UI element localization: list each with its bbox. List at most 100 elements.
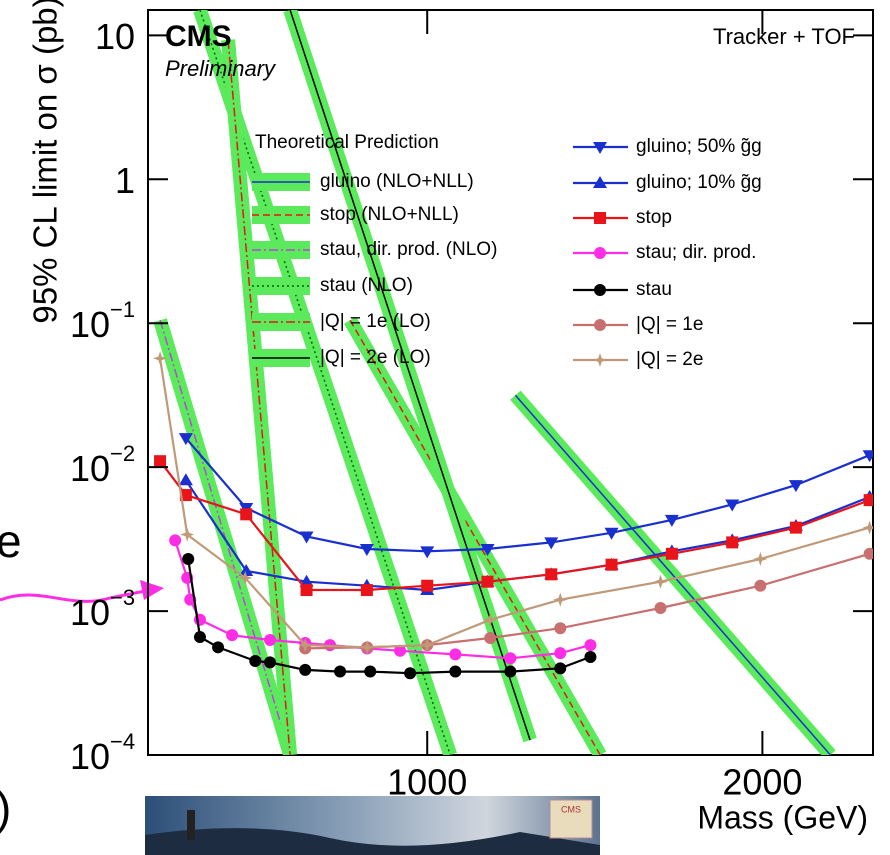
data-point xyxy=(360,640,375,655)
data-point xyxy=(604,527,619,540)
data-point xyxy=(178,473,193,486)
data-point xyxy=(154,455,167,468)
legend-label: stop (NLO+NLL) xyxy=(320,204,459,225)
legend-label: gluino; 50% g̃g xyxy=(636,136,762,157)
data-point xyxy=(554,647,567,660)
data-point xyxy=(554,662,567,675)
legend-label: |Q| = 1e xyxy=(636,314,703,335)
data-point xyxy=(753,552,768,566)
data-point xyxy=(554,622,567,635)
legend-marker xyxy=(594,319,606,331)
y-tick-exponent: −2 xyxy=(110,441,135,466)
legend-label: stau; dir. prod. xyxy=(636,242,756,263)
data-point xyxy=(605,558,618,571)
x-axis-title: Mass (GeV) xyxy=(697,799,868,835)
data-point xyxy=(653,574,668,589)
data-point xyxy=(504,665,517,678)
legend-label: stau, dir. prod. (NLO) xyxy=(320,239,497,260)
data-point xyxy=(449,648,462,661)
legend-marker xyxy=(593,353,607,367)
pointer-arrow xyxy=(0,588,151,603)
data-point xyxy=(654,602,667,615)
data-point xyxy=(179,489,192,502)
legend-title: Theoretical Prediction xyxy=(255,132,439,153)
tick-base: 10 xyxy=(70,592,110,633)
data-point xyxy=(484,631,497,644)
y-tick-label: 10 xyxy=(70,592,110,633)
data-point xyxy=(299,663,312,676)
data-point xyxy=(421,579,434,592)
series-line xyxy=(185,437,871,553)
legend-label: |Q| = 2e xyxy=(636,349,703,370)
plot-area xyxy=(153,10,873,755)
data-point xyxy=(180,527,195,542)
data-point xyxy=(449,665,462,678)
y-tick-label: 10 xyxy=(70,448,110,489)
banner-ground xyxy=(145,828,600,855)
theory-line xyxy=(227,39,291,755)
legend-label: stop xyxy=(636,207,672,228)
data-point xyxy=(545,568,558,581)
data-point xyxy=(863,547,873,560)
data-point xyxy=(664,514,679,527)
legend-marker xyxy=(594,212,606,224)
legend-marker xyxy=(594,247,606,259)
data-point xyxy=(178,433,193,446)
legend-band xyxy=(252,277,310,295)
data-point xyxy=(264,633,277,646)
experiment-label: CMS xyxy=(165,20,232,53)
x-tick-label: 1000 xyxy=(387,762,467,803)
data-point xyxy=(182,553,195,566)
theory-line xyxy=(349,319,601,755)
data-point xyxy=(193,631,206,644)
data-point xyxy=(862,520,873,535)
data-point xyxy=(725,499,740,512)
logo-text: CMS xyxy=(561,804,581,814)
data-point xyxy=(665,547,678,560)
legend-label: stau (NLO) xyxy=(320,275,413,296)
data-point xyxy=(153,351,168,366)
data-point xyxy=(553,592,568,607)
data-point xyxy=(240,508,253,521)
data-point xyxy=(212,641,225,654)
data-point xyxy=(584,639,597,652)
arrow-head xyxy=(140,580,164,600)
y-tick-label: 10 xyxy=(70,304,110,345)
data-point xyxy=(364,665,377,678)
data-point xyxy=(169,534,182,547)
logo-box xyxy=(549,799,593,839)
legend-label: gluino; 10% g̃g xyxy=(636,172,762,193)
data-point xyxy=(788,480,803,493)
y-tick-exponent: −3 xyxy=(110,585,135,610)
legend-label: |Q| = 1e (LO) xyxy=(320,311,431,332)
data-point xyxy=(544,537,559,550)
legend-label: stau xyxy=(636,279,672,300)
y-tick-exponent: −4 xyxy=(110,729,135,754)
y-tick-label: 10 xyxy=(95,16,135,57)
theory-band xyxy=(344,316,607,755)
data-point xyxy=(481,575,494,588)
tick-base: 10 xyxy=(70,448,110,489)
data-point xyxy=(726,536,739,549)
data-point xyxy=(404,667,417,680)
x-tick-label: 2000 xyxy=(722,762,802,803)
theory-line xyxy=(514,394,831,755)
data-point xyxy=(420,546,435,559)
data-point xyxy=(359,543,374,556)
y-tick-exponent: −1 xyxy=(110,297,135,322)
cropped-text: ) xyxy=(0,782,11,834)
data-point xyxy=(334,665,347,678)
data-point xyxy=(483,612,498,627)
data-point xyxy=(789,521,802,534)
data-point xyxy=(300,584,313,597)
data-point xyxy=(360,584,373,597)
lighthouse xyxy=(187,810,195,840)
y-tick-label: 10 xyxy=(70,736,110,777)
data-point xyxy=(299,531,314,544)
cropped-text: e xyxy=(0,515,22,567)
data-point xyxy=(862,450,873,463)
legend-marker xyxy=(593,142,607,154)
data-point xyxy=(298,638,313,653)
